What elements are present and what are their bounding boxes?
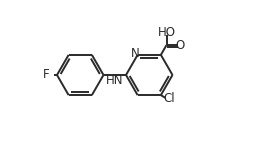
- Text: HN: HN: [106, 75, 124, 87]
- Text: O: O: [176, 39, 185, 52]
- Text: Cl: Cl: [163, 92, 175, 105]
- Text: N: N: [131, 47, 140, 60]
- Text: F: F: [43, 69, 50, 81]
- Text: HO: HO: [157, 26, 175, 39]
